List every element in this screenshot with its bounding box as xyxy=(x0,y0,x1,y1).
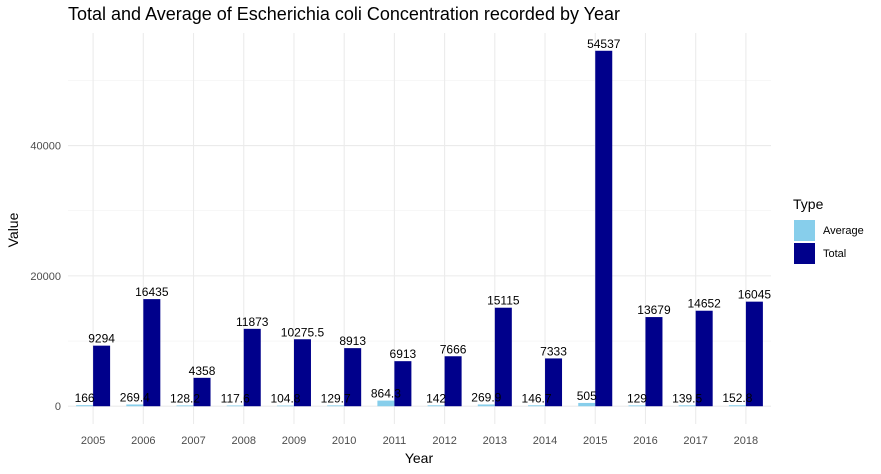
data-label-total-2013: 15115 xyxy=(487,294,520,308)
bar-total-2009 xyxy=(293,339,311,407)
legend-label-average: Average xyxy=(823,225,864,237)
data-label-total-2009: 10275.5 xyxy=(281,325,325,339)
data-label-average-2005: 166 xyxy=(75,391,95,405)
bar-total-2018 xyxy=(745,301,763,407)
x-tick-label-2012: 2012 xyxy=(432,435,456,447)
data-label-total-2012: 7666 xyxy=(440,342,467,356)
bar-total-2016 xyxy=(645,317,663,407)
legend-label-total: Total xyxy=(823,248,846,260)
data-label-average-2015: 505 xyxy=(577,389,597,403)
data-label-total-2011: 6913 xyxy=(390,347,417,361)
data-label-total-2014: 7333 xyxy=(540,344,567,358)
bar-total-2007 xyxy=(193,377,211,407)
data-label-total-2007: 4358 xyxy=(189,364,216,378)
bar-average-2005 xyxy=(76,405,94,407)
x-tick-label-2010: 2010 xyxy=(332,435,356,447)
bar-total-2005 xyxy=(93,345,111,407)
bar-average-2009 xyxy=(276,405,294,407)
x-axis-title: Year xyxy=(405,450,434,466)
data-label-average-2013: 269.9 xyxy=(471,390,501,404)
bar-average-2012 xyxy=(427,405,445,407)
x-tick-label-2007: 2007 xyxy=(181,435,205,447)
bar-average-2017 xyxy=(678,405,696,407)
bar-total-2014 xyxy=(545,358,563,407)
bar-total-2013 xyxy=(494,307,512,407)
x-tick-label-2006: 2006 xyxy=(131,435,155,447)
x-tick-label-2018: 2018 xyxy=(734,435,758,447)
bar-average-2010 xyxy=(327,405,345,407)
data-label-average-2012: 142 xyxy=(426,391,446,405)
bar-average-2014 xyxy=(528,405,546,407)
bar-average-2015 xyxy=(578,402,596,407)
data-label-average-2007: 128.2 xyxy=(170,391,200,405)
y-tick-label-40000: 40000 xyxy=(30,141,61,153)
data-label-average-2016: 129 xyxy=(627,391,647,405)
x-tick-label-2011: 2011 xyxy=(383,435,407,447)
data-label-total-2015: 54537 xyxy=(587,37,621,51)
y-tick-label-0: 0 xyxy=(55,401,61,413)
x-tick-label-2016: 2016 xyxy=(633,435,657,447)
legend-key-total xyxy=(794,243,815,264)
bar-total-2006 xyxy=(143,299,161,407)
x-tick-label-2014: 2014 xyxy=(533,435,557,447)
data-label-average-2010: 129.7 xyxy=(321,391,351,405)
bar-average-2008 xyxy=(226,405,244,407)
bar-average-2006 xyxy=(126,404,144,407)
y-axis-title: Value xyxy=(5,212,21,247)
bar-total-2008 xyxy=(243,328,261,407)
x-tick-label-2013: 2013 xyxy=(483,435,507,447)
data-label-average-2011: 864.3 xyxy=(371,387,401,401)
data-label-total-2010: 8913 xyxy=(339,334,366,348)
data-label-total-2018: 16045 xyxy=(738,288,772,302)
bar-average-2013 xyxy=(477,404,495,407)
x-tick-label-2009: 2009 xyxy=(282,435,306,447)
bar-average-2016 xyxy=(628,405,646,407)
legend-title: Type xyxy=(793,196,824,212)
chart-title: Total and Average of Escherichia coli Co… xyxy=(68,4,621,24)
data-labels: 166 269.4 128.2 117.6 104.8 129.7 864.3 142 269.… xyxy=(75,37,772,406)
data-label-average-2014: 146.7 xyxy=(522,391,552,405)
data-label-total-2008: 11873 xyxy=(236,315,269,329)
data-label-total-2017: 14652 xyxy=(687,297,721,311)
bar-total-2010 xyxy=(344,348,362,407)
bar-average-2007 xyxy=(176,405,194,407)
x-tick-label-2008: 2008 xyxy=(232,435,256,447)
bars xyxy=(76,50,763,407)
data-label-average-2006: 269.4 xyxy=(120,390,150,404)
bar-total-2017 xyxy=(695,310,713,407)
bar-total-2011 xyxy=(394,361,412,407)
data-label-average-2017: 139.5 xyxy=(672,391,702,405)
bar-average-2011 xyxy=(377,400,395,407)
x-tick-label-2005: 2005 xyxy=(81,435,105,447)
data-label-total-2016: 13679 xyxy=(637,303,671,317)
data-label-average-2008: 117.6 xyxy=(221,391,250,405)
axis-ticks: 2005 2006 2007 2008 2009 2010 2011 2012 2013 2014… xyxy=(30,141,758,447)
x-tick-label-2015: 2015 xyxy=(583,435,607,447)
y-tick-label-20000: 20000 xyxy=(30,271,61,283)
data-label-average-2018: 152.8 xyxy=(722,391,752,405)
data-label-total-2005: 9294 xyxy=(88,332,115,346)
legend-key-average xyxy=(794,220,815,241)
legend: Type Average Total xyxy=(793,196,864,264)
x-tick-label-2017: 2017 xyxy=(683,435,707,447)
data-label-average-2009: 104.8 xyxy=(270,392,300,406)
bar-average-2018 xyxy=(728,405,746,407)
bar-total-2015 xyxy=(595,50,613,407)
data-label-total-2006: 16435 xyxy=(135,285,169,299)
grid-lines xyxy=(68,33,771,424)
bar-total-2012 xyxy=(444,356,462,407)
